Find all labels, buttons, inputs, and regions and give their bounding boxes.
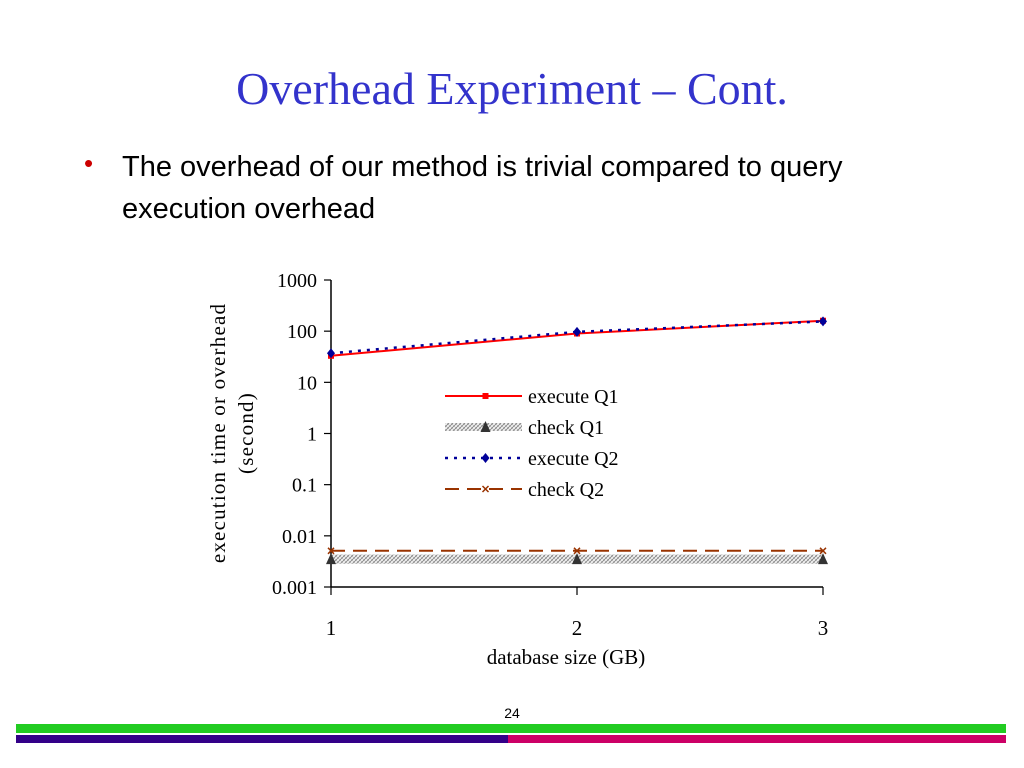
- chart-ticks: 0.001 0.01 0.1 1 10 100 1000 1 2 3: [272, 270, 828, 640]
- series-2-point: [572, 553, 582, 565]
- slide-title: Overhead Experiment – Cont.: [236, 63, 788, 114]
- legend-label-3: execute Q2: [528, 448, 619, 470]
- y-axis-label-line-2: (second): [234, 392, 258, 474]
- y-tick-label: 0.01: [282, 526, 317, 548]
- footer-bar-green: [16, 724, 1006, 733]
- series-line-3: [330, 320, 824, 355]
- series-4-point: [573, 547, 581, 555]
- x-axis-label: database size (GB): [487, 645, 646, 669]
- series-2-point: [326, 553, 336, 565]
- x-tick-label: 2: [572, 616, 583, 640]
- chart-legend: execute Q1 check Q1 execute Q2 check Q2: [445, 386, 619, 501]
- legend-marker-4: [481, 485, 490, 493]
- y-tick-label: 10: [297, 372, 317, 394]
- x-tick-label: 1: [326, 616, 337, 640]
- series-3-point: [327, 348, 335, 359]
- y-tick-label: 1: [307, 424, 317, 446]
- legend-marker-3: [481, 453, 490, 463]
- bullet-icon: •: [84, 148, 94, 178]
- footer-bar-purple: [16, 735, 508, 743]
- legend-label-2: check Q1: [528, 417, 604, 439]
- y-tick-label: 0.1: [292, 475, 317, 497]
- legend-label-1: execute Q1: [528, 386, 619, 408]
- page-number: 24: [504, 705, 520, 721]
- y-tick-label: 100: [287, 321, 317, 343]
- series-3-point: [573, 326, 581, 337]
- y-axis-label-line-1: execution time or overhead: [206, 303, 230, 563]
- bullet-text: The overhead of our method is trivial co…: [122, 151, 843, 225]
- log-line-chart: 0.001 0.01 0.1 1 10 100 1000 1 2 3 execute Q1 chec…: [206, 270, 828, 669]
- series-3-point: [819, 316, 827, 327]
- footer-bar-magenta: [508, 735, 1006, 743]
- series-4-point: [819, 547, 827, 555]
- series-2-point: [818, 553, 828, 565]
- legend-marker-2: [480, 421, 491, 432]
- y-tick-label: 0.001: [272, 577, 317, 599]
- chart-series: [326, 316, 828, 565]
- legend-label-4: check Q2: [528, 479, 604, 501]
- series-line-1: [330, 319, 824, 357]
- legend-marker-1: [482, 393, 489, 399]
- y-tick-label: 1000: [277, 270, 317, 292]
- series-4-point: [327, 547, 335, 555]
- x-tick-label: 3: [818, 616, 829, 640]
